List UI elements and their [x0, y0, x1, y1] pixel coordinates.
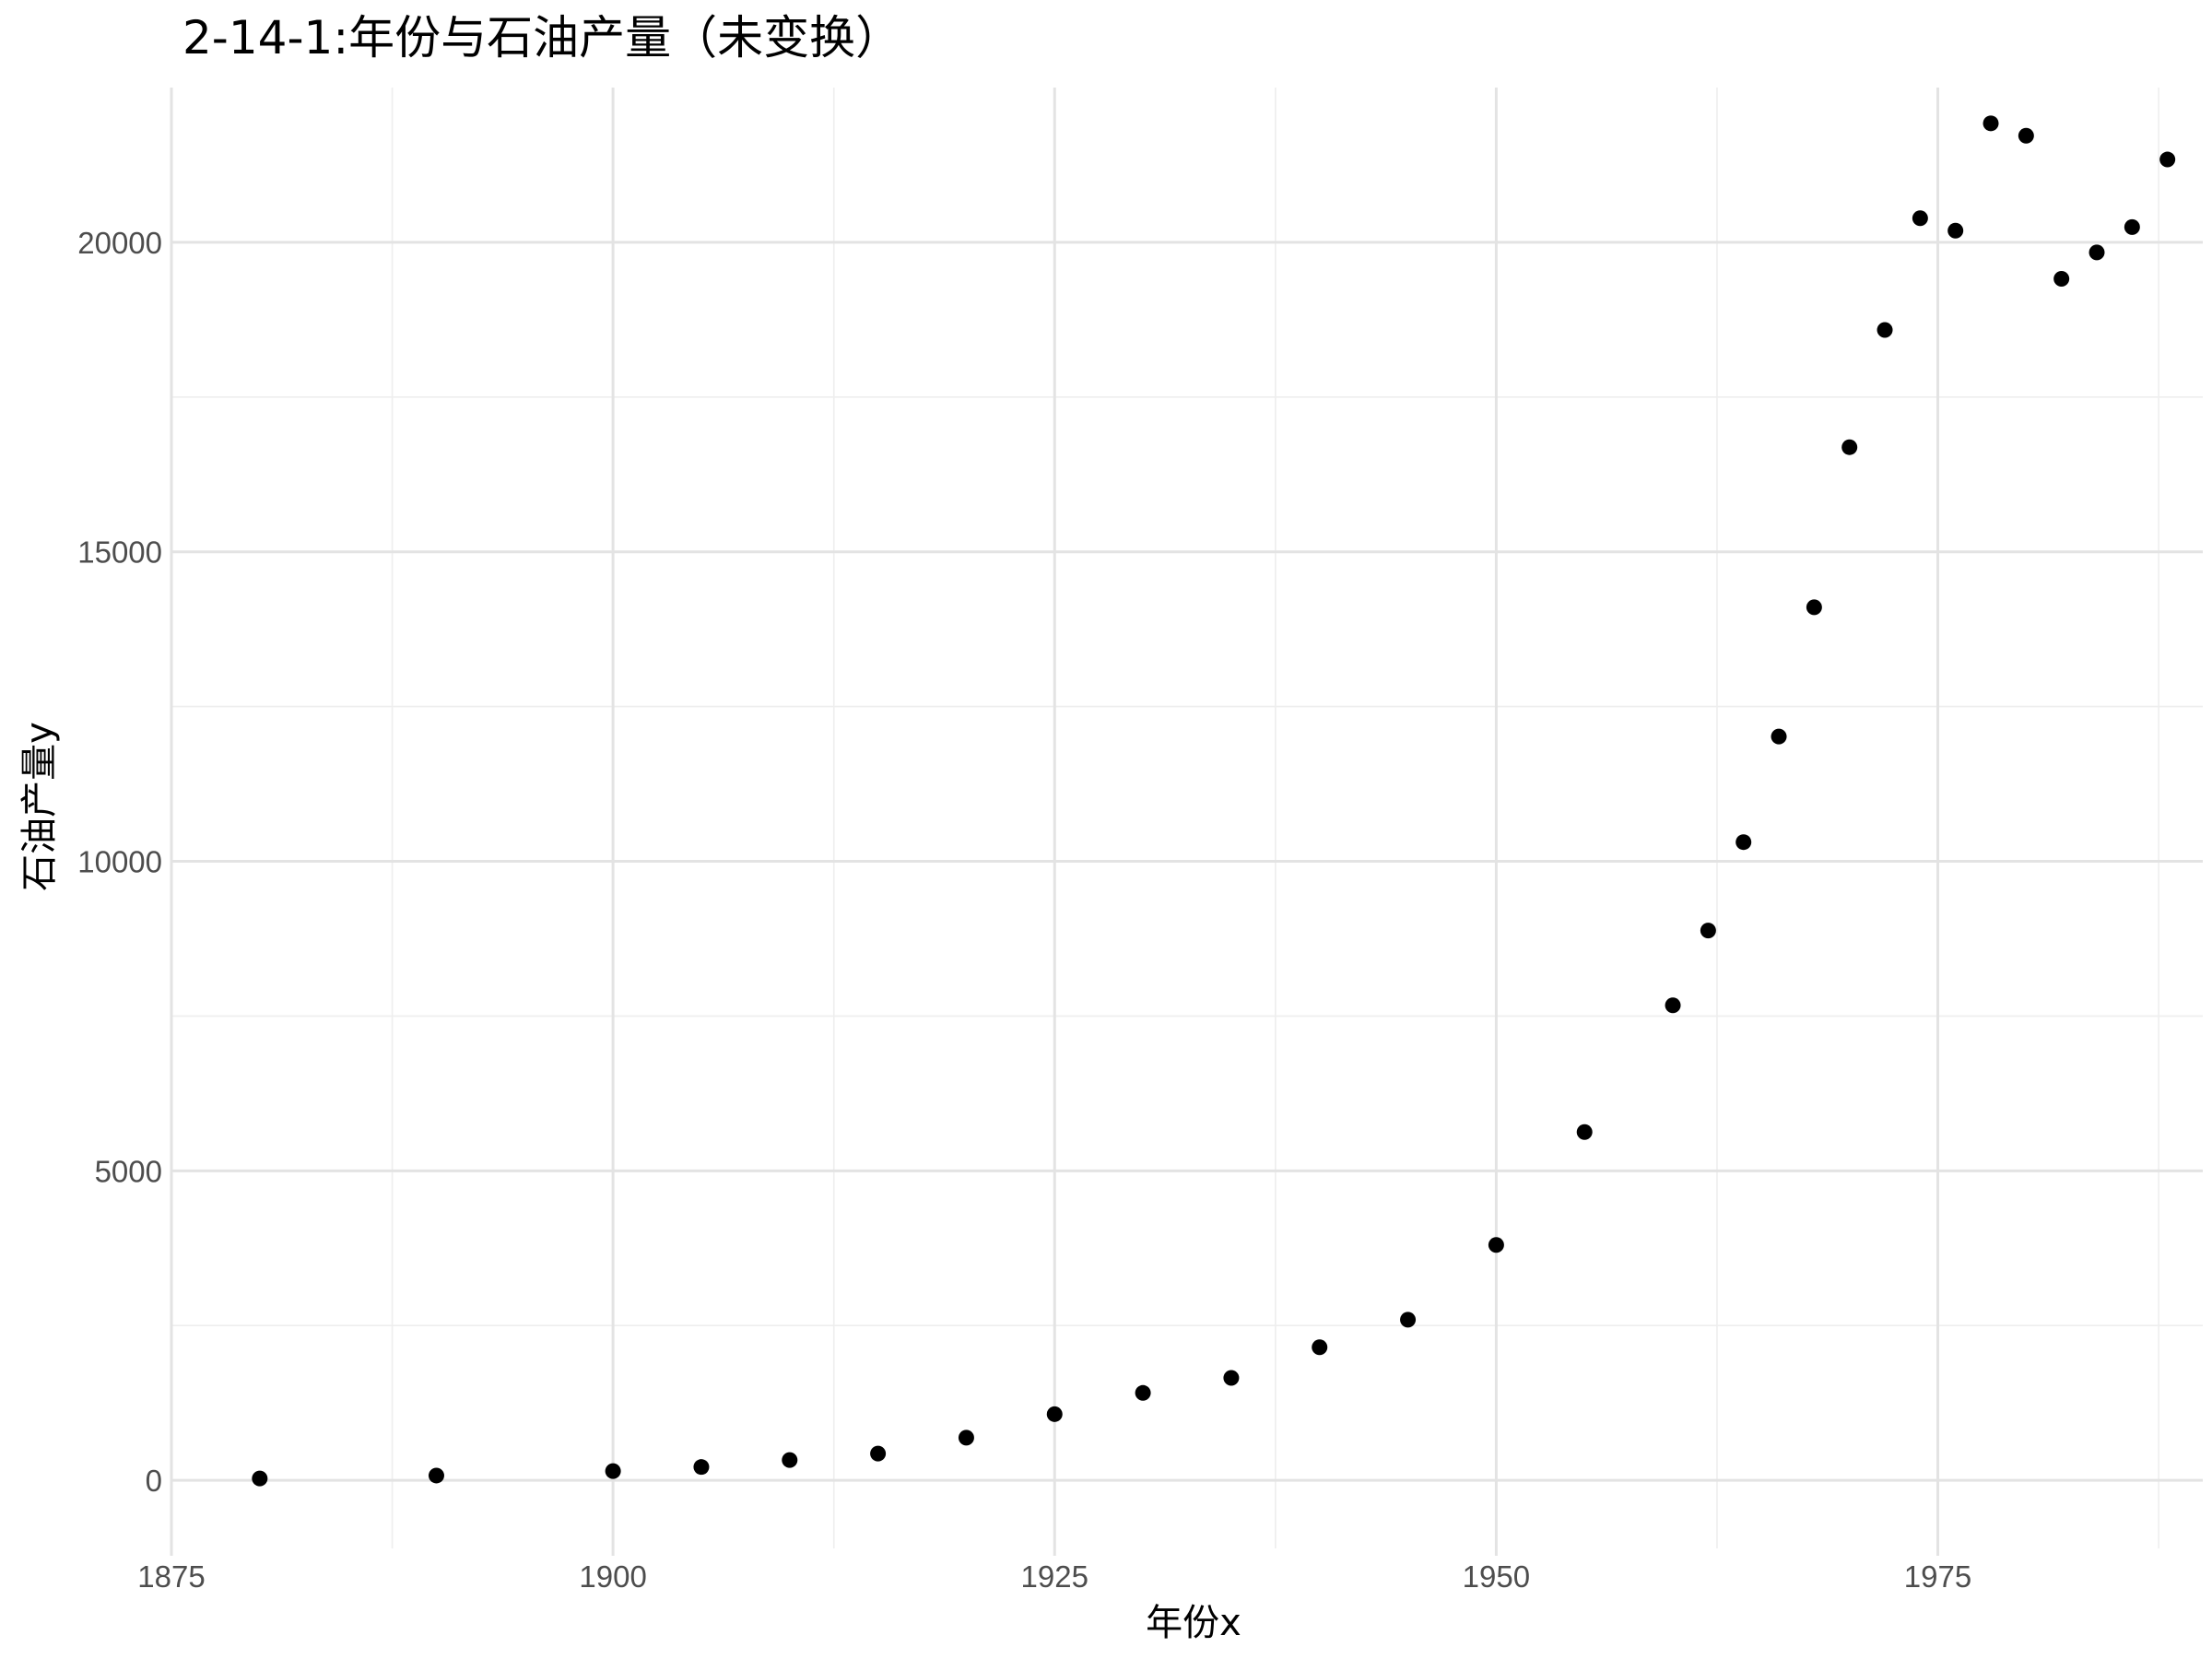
data-point [1877, 322, 1893, 338]
x-tick-label: 1900 [579, 1559, 646, 1594]
data-point [958, 1430, 974, 1446]
data-point [693, 1459, 710, 1476]
data-point [1135, 1384, 1151, 1401]
y-tick-label: 10000 [77, 845, 162, 879]
y-tick-label: 0 [146, 1464, 162, 1498]
x-tick-label: 1975 [1904, 1559, 1971, 1594]
x-axis-tick-labels: 1875 1900 1925 1950 1975 [137, 1559, 1971, 1594]
data-point [782, 1452, 798, 1468]
data-point [1947, 222, 1964, 239]
grid [170, 88, 2203, 1548]
data-point [428, 1467, 444, 1484]
data-point [2159, 151, 2176, 168]
data-point [1400, 1312, 1417, 1328]
x-axis-title: 年份x [1146, 1602, 1241, 1644]
data-point [1665, 997, 1681, 1014]
data-point [1841, 439, 1858, 455]
data-point [1312, 1339, 1328, 1356]
y-axis-title: 石油产量y [18, 722, 61, 891]
data-point [1983, 115, 1999, 132]
y-tick-label: 20000 [77, 226, 162, 260]
data-point [605, 1463, 621, 1479]
data-point [252, 1470, 268, 1487]
data-point [1912, 210, 1928, 227]
data-point [870, 1445, 887, 1462]
data-point [2053, 270, 2070, 287]
x-tick-label: 1950 [1463, 1559, 1530, 1594]
data-point [2018, 127, 2034, 144]
data-point [1771, 728, 1787, 745]
chart-title: 2-14-1:年份与石油产量（未变换） [182, 11, 901, 65]
data-point [1700, 923, 1716, 939]
y-tick-label: 15000 [77, 535, 162, 570]
data-point [1488, 1237, 1504, 1253]
data-point [1046, 1406, 1063, 1422]
x-tick-label: 1925 [1021, 1559, 1088, 1594]
data-point [2088, 244, 2105, 261]
axis-ticks [170, 1548, 1940, 1556]
y-tick-label: 5000 [95, 1154, 162, 1188]
data-point [1735, 834, 1752, 851]
data-point [1576, 1124, 1593, 1140]
y-axis-tick-labels: 0 5000 10000 15000 20000 [77, 226, 162, 1498]
x-tick-label: 1875 [137, 1559, 205, 1594]
data-points [252, 115, 2176, 1487]
data-point [2124, 218, 2140, 235]
data-point [1223, 1370, 1240, 1386]
data-point [1806, 599, 1822, 616]
